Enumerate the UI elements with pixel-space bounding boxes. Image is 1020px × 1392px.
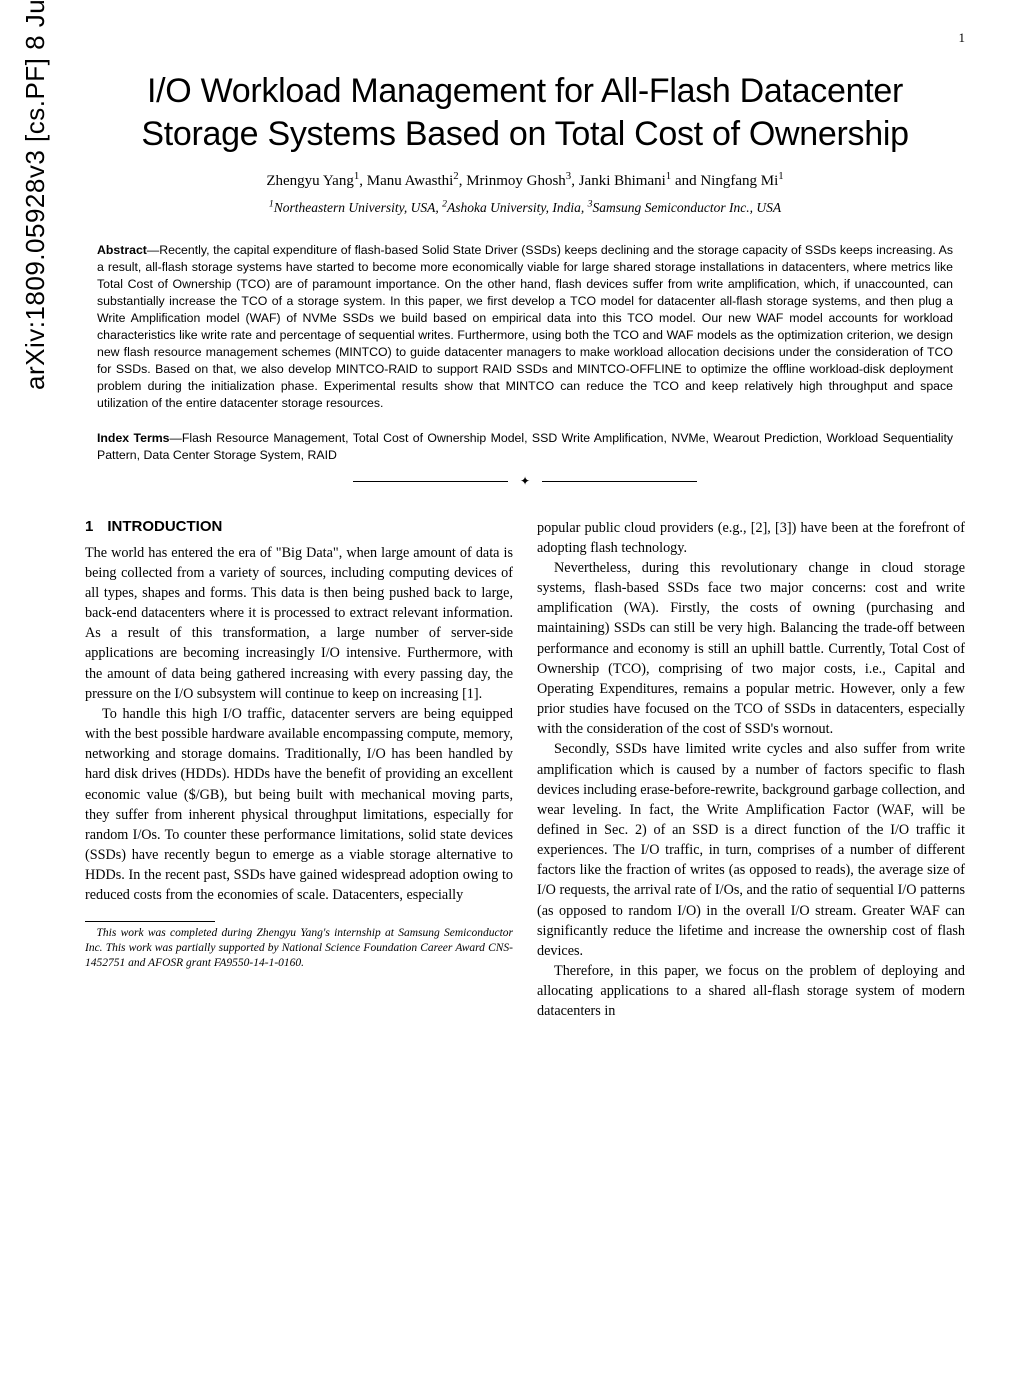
arxiv-identifier: arXiv:1809.05928v3 [cs.PF] 8 Jul 2019 [20, 0, 51, 390]
two-column-body: 1 INTRODUCTION The world has entered the … [85, 518, 965, 1022]
paper-title: I/O Workload Management for All-Flash Da… [85, 70, 965, 155]
section-heading: 1 INTRODUCTION [85, 518, 513, 535]
separator-line-left [353, 481, 508, 482]
author-list: Zhengyu Yang1, Manu Awasthi2, Mrinmoy Gh… [85, 173, 965, 190]
footnote-rule [85, 921, 215, 922]
paragraph: Therefore, in this paper, we focus on th… [537, 961, 965, 1021]
paragraph: To handle this high I/O traffic, datacen… [85, 704, 513, 906]
index-terms-text: —Flash Resource Management, Total Cost o… [97, 431, 953, 462]
paragraph: popular public cloud providers (e.g., [2… [537, 518, 965, 558]
affiliation-list: 1Northeastern University, USA, 2Ashoka U… [85, 200, 965, 216]
column-left: 1 INTRODUCTION The world has entered the … [85, 518, 513, 1022]
body-text-right: popular public cloud providers (e.g., [2… [537, 518, 965, 1022]
section-separator: ✦ [85, 474, 965, 490]
section-number: 1 [85, 518, 93, 535]
column-right: popular public cloud providers (e.g., [2… [537, 518, 965, 1022]
footnote: This work was completed during Zhengyu Y… [85, 926, 513, 971]
index-terms: Index Terms—Flash Resource Management, T… [97, 430, 953, 464]
abstract-label: Abstract [97, 243, 147, 257]
paragraph: The world has entered the era of "Big Da… [85, 543, 513, 704]
abstract: Abstract—Recently, the capital expenditu… [97, 242, 953, 412]
diamond-icon: ✦ [520, 474, 530, 489]
paragraph: Secondly, SSDs have limited write cycles… [537, 739, 965, 961]
body-text-left: The world has entered the era of "Big Da… [85, 543, 513, 906]
index-terms-label: Index Terms [97, 431, 170, 445]
paragraph: Nevertheless, during this revolutionary … [537, 558, 965, 739]
page-number: 1 [959, 30, 966, 46]
abstract-text: —Recently, the capital expenditure of fl… [97, 243, 953, 410]
separator-line-right [542, 481, 697, 482]
section-title: INTRODUCTION [107, 518, 222, 535]
